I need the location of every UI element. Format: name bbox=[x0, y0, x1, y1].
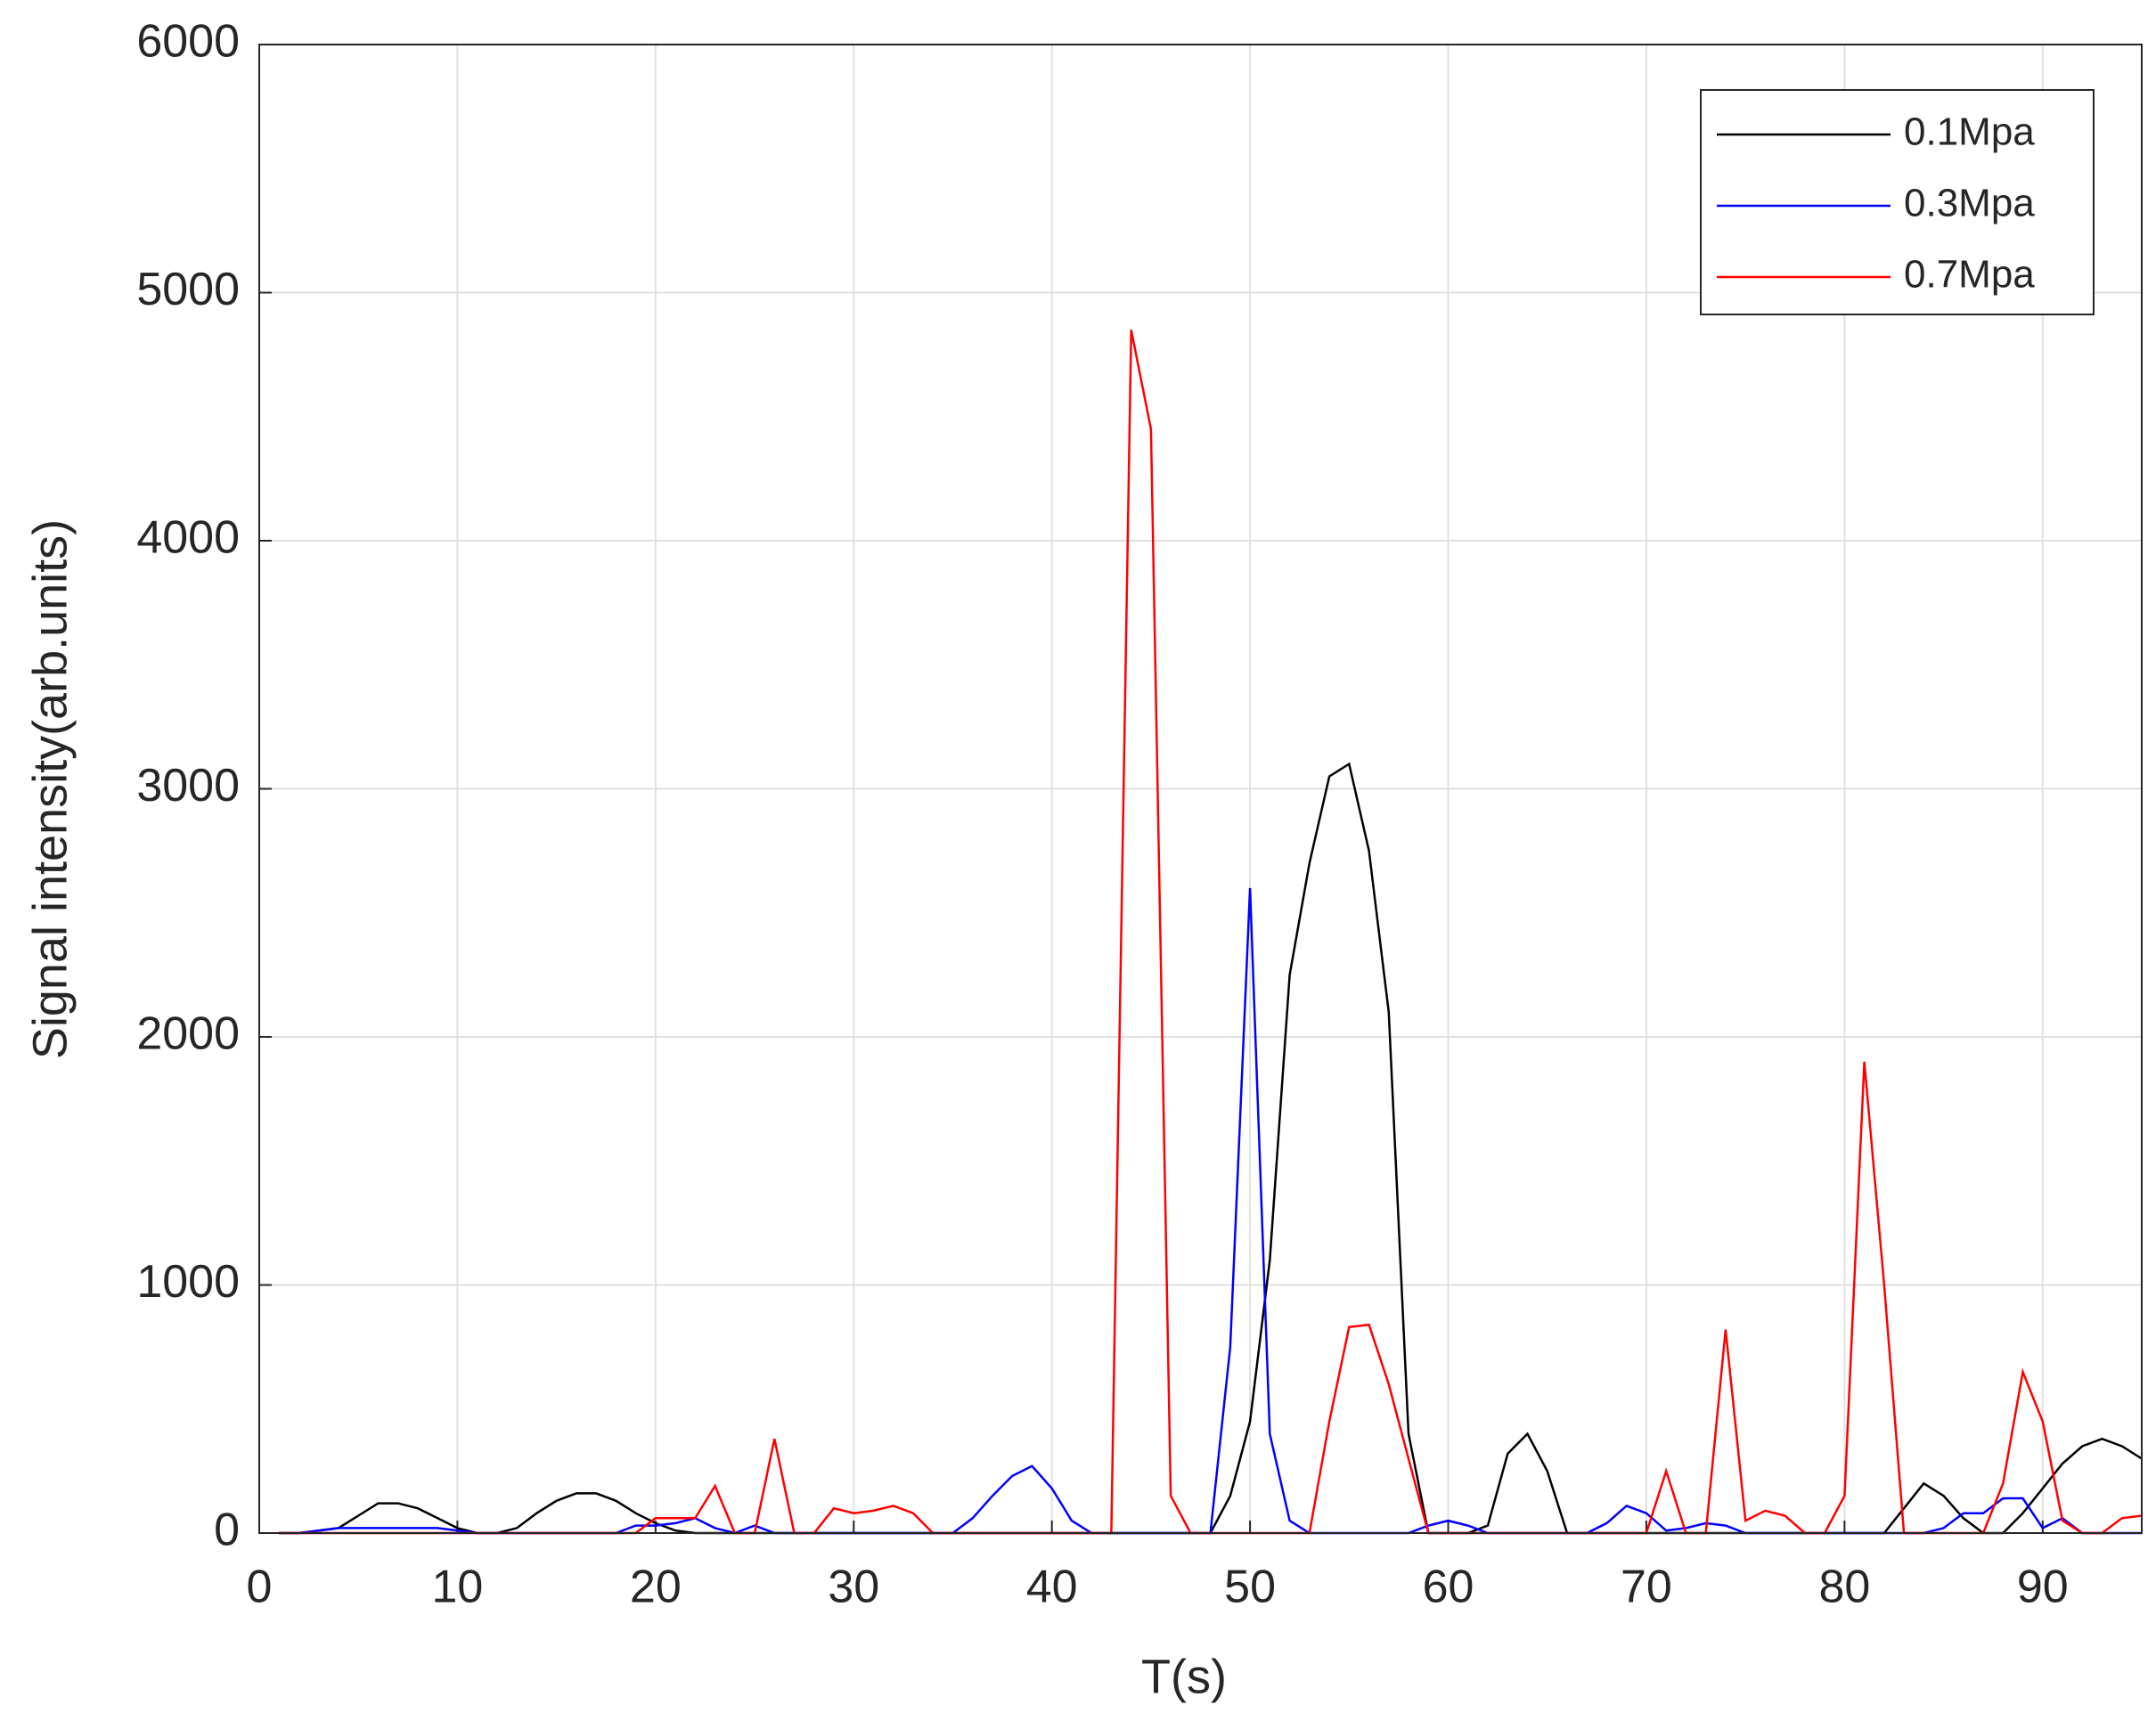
x-tick-label: 80 bbox=[1818, 1562, 1870, 1613]
axes-frame bbox=[258, 44, 2143, 1534]
y-axis-label: Signal intensity(arb.units) bbox=[23, 519, 77, 1059]
x-tick-label: 70 bbox=[1621, 1562, 1672, 1613]
x-tick-label: 60 bbox=[1423, 1562, 1474, 1613]
y-tick-label: 4000 bbox=[136, 512, 240, 564]
x-tick-label: 20 bbox=[630, 1562, 682, 1613]
y-tick-label: 0 bbox=[214, 1505, 240, 1556]
x-tick-label: 40 bbox=[1026, 1562, 1078, 1613]
x-tick-label: 50 bbox=[1224, 1562, 1276, 1613]
y-tick-label: 2000 bbox=[136, 1008, 240, 1060]
legend-label: 0.1Mpa bbox=[1904, 110, 2035, 154]
x-tick-label: 90 bbox=[2017, 1562, 2069, 1613]
y-tick-label: 1000 bbox=[136, 1256, 240, 1308]
x-tick-label: 30 bbox=[828, 1562, 879, 1613]
y-tick-label: 6000 bbox=[136, 16, 240, 68]
y-tick-label: 3000 bbox=[136, 760, 240, 812]
x-tick-label: 10 bbox=[431, 1562, 483, 1613]
legend-label: 0.7Mpa bbox=[1904, 253, 2035, 297]
legend-label: 0.3Mpa bbox=[1904, 182, 2035, 225]
y-tick-label: 5000 bbox=[136, 264, 240, 315]
legend-box bbox=[1700, 89, 2095, 315]
x-tick-label: 0 bbox=[247, 1562, 273, 1613]
x-axis-label: T(s) bbox=[1141, 1650, 1227, 1703]
